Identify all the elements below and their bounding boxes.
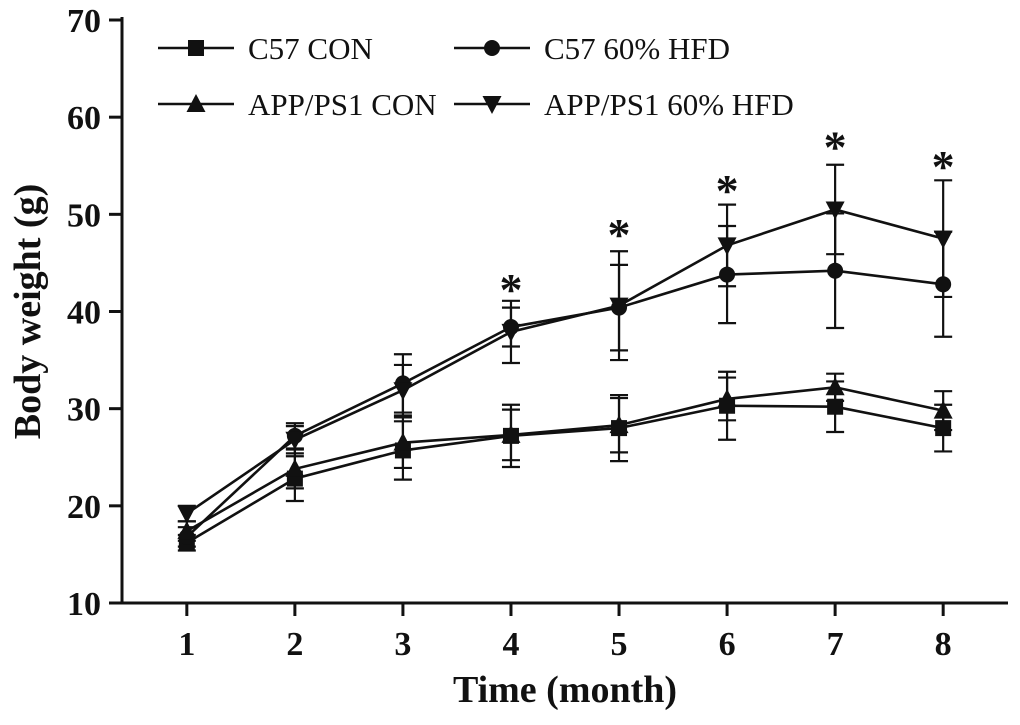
legend-item: C57 60% HFD — [454, 31, 730, 66]
x-tick-label: 6 — [719, 626, 736, 663]
legend-label: C57 60% HFD — [544, 31, 730, 66]
y-tick-label: 50 — [67, 197, 101, 234]
x-axis-label: Time (month) — [453, 669, 677, 711]
y-tick-label: 30 — [67, 392, 101, 429]
legend-item: APP/PS1 CON — [158, 87, 437, 122]
series-line-circle — [185, 269, 944, 538]
x-tick-label: 3 — [394, 626, 411, 663]
series-line-triangle-down — [186, 208, 944, 515]
y-tick-label: 10 — [67, 586, 101, 623]
legend-label: APP/PS1 CON — [248, 87, 437, 122]
asterisk-annotation: * — [716, 165, 739, 216]
x-tick-label: 5 — [611, 626, 628, 663]
asterisk-annotation: * — [824, 121, 847, 172]
series-line-square — [186, 404, 944, 544]
y-axis-ticks: 10 20 30 40 50 60 70 — [67, 3, 122, 623]
y-axis-label: Body weight (g) — [7, 184, 49, 439]
legend-label: C57 CON — [248, 31, 373, 66]
x-axis-ticks: 1 2 3 4 5 6 7 8 — [178, 603, 952, 663]
legend-item: C57 CON — [158, 31, 373, 66]
x-tick-label: 7 — [827, 626, 844, 663]
series-line-triangle-up — [186, 385, 944, 533]
y-tick-label: 20 — [67, 489, 101, 526]
x-tick-label: 8 — [935, 626, 952, 663]
x-tick-label: 1 — [178, 626, 195, 663]
series-markers-triangle-up — [177, 377, 953, 540]
y-tick-label: 70 — [67, 3, 101, 40]
y-tick-label: 60 — [67, 100, 101, 137]
asterisk-annotation: * — [499, 264, 522, 315]
x-tick-label: 2 — [286, 626, 303, 663]
asterisk-annotation: * — [608, 209, 631, 260]
legend: C57 CON C57 60% HFD APP/PS1 CON APP/PS1 60%… — [158, 31, 794, 122]
error-bars — [177, 163, 953, 552]
significance-asterisks: * * * * * — [499, 121, 954, 315]
x-tick-label: 4 — [502, 626, 519, 663]
series-markers-triangle-down — [177, 201, 953, 524]
asterisk-annotation: * — [932, 141, 955, 192]
y-tick-label: 40 — [67, 295, 101, 332]
legend-label: APP/PS1 60% HFD — [544, 87, 794, 122]
legend-item: APP/PS1 60% HFD — [454, 87, 794, 122]
